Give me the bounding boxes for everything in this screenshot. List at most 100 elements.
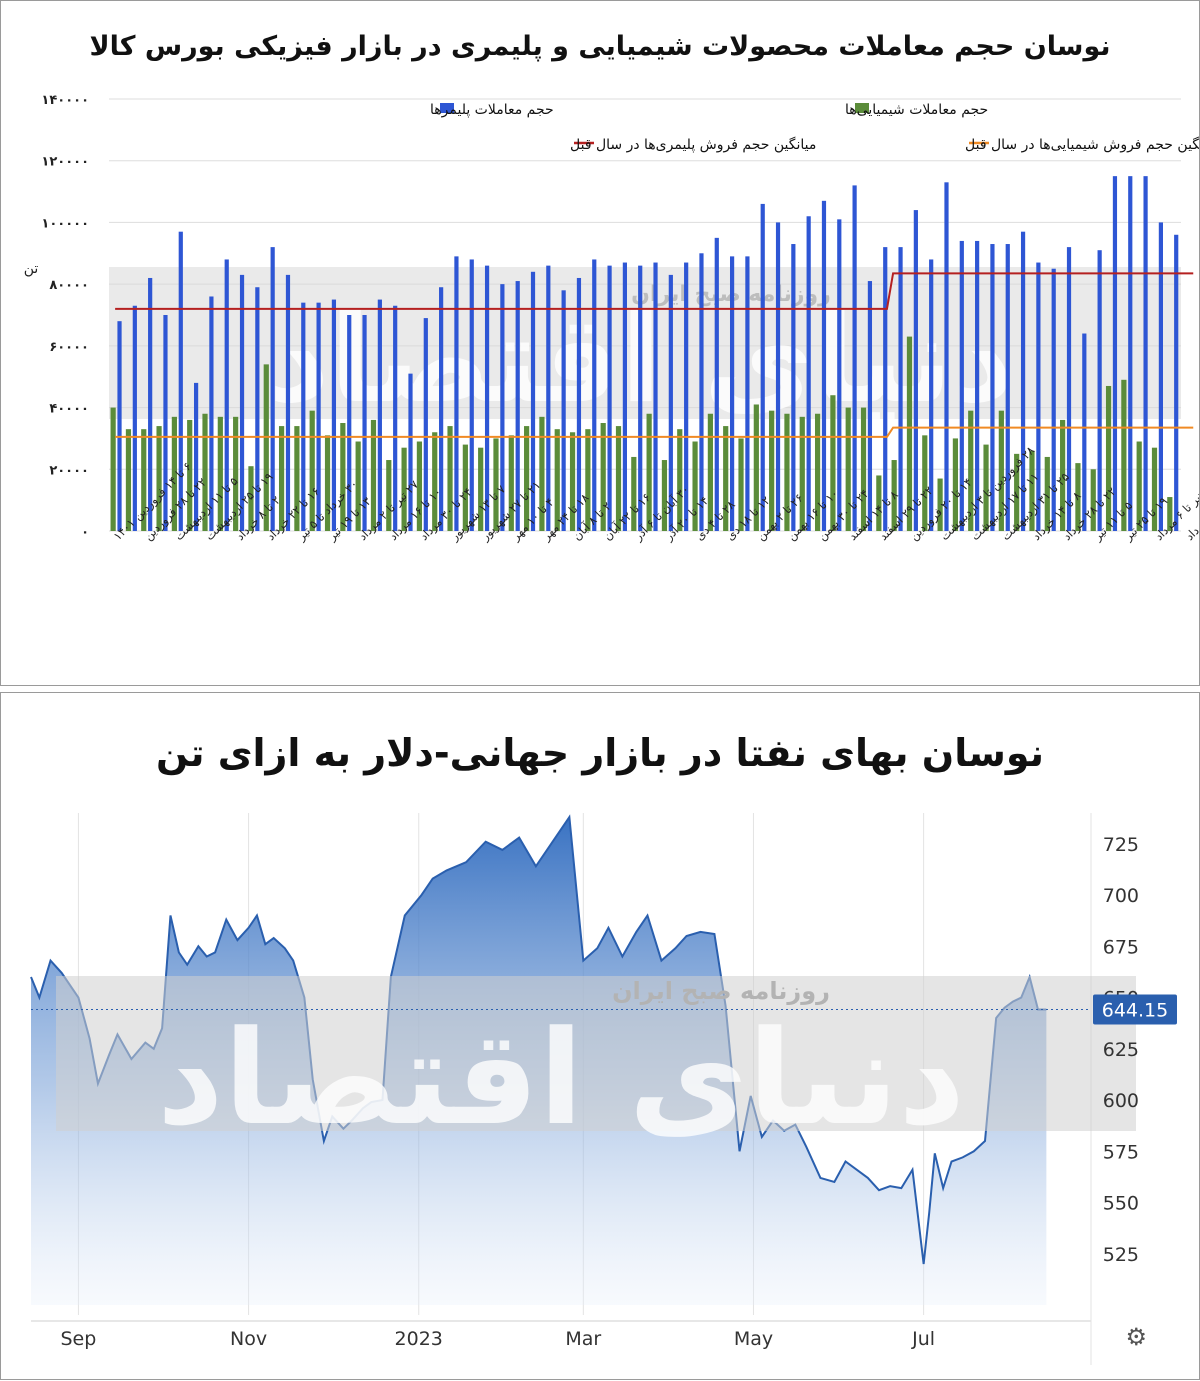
x-tick-label: Sep — [61, 1328, 97, 1350]
polymer-bar — [377, 299, 382, 531]
legend-label: میانگین حجم فروش پلیمری‌ها در سال قبل — [570, 136, 816, 153]
polymer-bar — [393, 305, 398, 531]
polymer-bar — [270, 247, 275, 531]
y-tick-label: ۸۰۰۰۰ — [49, 278, 89, 293]
y-tick-label: ۲۰۰۰۰ — [49, 463, 89, 478]
chemical-bar — [447, 426, 453, 531]
chemical-bar — [202, 413, 208, 531]
polymer-bar — [515, 281, 520, 531]
legend-label: حجم معاملات پلیمرها — [430, 102, 554, 118]
polymer-bar — [1158, 222, 1163, 531]
polymer-bar — [929, 259, 934, 531]
chemical-bar — [294, 426, 300, 531]
polymer-bar — [469, 259, 474, 531]
polymer-bar — [883, 247, 888, 531]
polymer-bar — [668, 274, 673, 531]
y-tick-label: 625 — [1103, 1039, 1139, 1061]
gear-icon[interactable]: ⚙ — [1125, 1323, 1147, 1351]
polymer-bar — [117, 321, 122, 531]
chemical-bar — [646, 413, 652, 531]
chemical-bar — [508, 435, 514, 531]
chemical-bar — [248, 466, 254, 531]
y-tick-label: 700 — [1103, 885, 1139, 907]
polymer-bar — [867, 281, 873, 531]
chemical-bar — [1029, 450, 1035, 531]
chemical-bar — [171, 416, 177, 531]
polymer-bar — [1128, 176, 1133, 531]
legend-label: حجم معاملات شیمیایی‌ها — [845, 102, 988, 118]
legend-swatch — [855, 103, 869, 113]
chemical-bar — [769, 410, 775, 531]
chemical-bar — [814, 413, 821, 531]
chemical-bar — [799, 416, 805, 531]
chemical-bar — [891, 460, 897, 531]
chemical-bar — [937, 478, 943, 531]
polymer-bar — [837, 219, 842, 532]
polymer-bar — [592, 259, 597, 531]
chemical-polymer-chart-panel: نوسان حجم معاملات محصولات شیمیایی و پلیم… — [0, 0, 1200, 686]
polymer-bar — [439, 287, 444, 531]
y-tick-label: ۶۰۰۰۰ — [49, 340, 89, 355]
chemical-bar — [278, 426, 285, 531]
chemical-bar — [539, 416, 545, 531]
naphtha-price-chart-panel: نوسان بهای نفتا در بازار جهانی-دلار به ا… — [0, 692, 1200, 1380]
y-tick-label: 550 — [1103, 1193, 1139, 1215]
chemical-bar — [983, 444, 989, 531]
polymer-bar — [255, 287, 260, 531]
polymer-bar — [316, 302, 321, 531]
polymer-bar — [1005, 244, 1010, 531]
polymer-bar — [821, 200, 827, 532]
chemical-bar — [370, 419, 377, 531]
polymer-bar — [347, 315, 352, 531]
y-tick-label: 725 — [1103, 834, 1139, 856]
polymer-bar — [760, 203, 765, 531]
chemical-bar — [1014, 453, 1020, 531]
chart2-plot: Sep Nov 2023 Mar May Jul روزنامه صبح ایراندنیا… — [30, 813, 1177, 1365]
y-tick-label: ۱۰۰۰۰۰ — [41, 216, 89, 231]
chemical-bar — [723, 426, 729, 531]
y-tick-label: ۰ — [81, 525, 89, 540]
x-tick-label: May — [734, 1328, 773, 1350]
chemical-bar — [845, 407, 851, 531]
chemical-bar — [876, 475, 882, 531]
polymer-bar — [1097, 250, 1102, 531]
polymer-bar — [423, 318, 428, 531]
polymer-bar — [638, 265, 643, 531]
price-line — [30, 814, 1047, 1265]
polymer-bar — [561, 290, 566, 531]
polymer-bar — [1020, 231, 1026, 531]
polymer-bar — [1082, 333, 1087, 531]
polymer-bar — [209, 296, 214, 531]
y-tick-label: ۴۰۰۰۰ — [49, 402, 89, 417]
chemical-bar — [998, 410, 1004, 531]
chemical-bar — [233, 416, 239, 531]
polymer-bar — [546, 265, 551, 531]
chemical-bar — [738, 438, 744, 531]
polymer-bar — [224, 259, 229, 531]
chemical-bar — [401, 447, 407, 531]
chemical-bar — [156, 426, 162, 531]
chemical-bar — [1060, 419, 1066, 531]
y-tick-label: 525 — [1103, 1244, 1139, 1266]
polymer-bar — [178, 231, 183, 531]
polymer-bar — [484, 265, 490, 531]
polymer-bar — [239, 274, 245, 531]
polymer-bar — [990, 244, 995, 531]
chemical-bar — [784, 413, 790, 531]
polymer-bar — [148, 277, 153, 531]
chemical-bar — [263, 364, 269, 531]
chemical-bar — [141, 429, 147, 531]
y-tick-label: ۱۴۰۰۰۰ — [41, 93, 89, 108]
chemical-bar — [1075, 463, 1081, 531]
polymer-bar — [775, 222, 781, 531]
polymer-bar — [852, 185, 857, 531]
y-axis-label: تن — [24, 261, 39, 277]
watermark-tag: روزنامه صبح ایران — [612, 977, 830, 1005]
chemical-bar — [569, 432, 576, 531]
x-tick-label: Jul — [911, 1328, 935, 1350]
chart1-title: نوسان حجم معاملات محصولات شیمیایی و پلیم… — [89, 31, 1111, 62]
polymer-bar — [975, 240, 980, 531]
chart1-plot: ۰ ۲۰۰۰۰ ۴۰۰۰۰ ۶۰۰۰۰ ۸۰۰۰۰ ۱۰۰۰۰۰ ۱۲۰۰۰۰ ۱۴۰۰۰۰ ت… — [24, 93, 1199, 545]
y-tick-label: 575 — [1103, 1141, 1139, 1163]
chemical-bar — [355, 441, 361, 531]
